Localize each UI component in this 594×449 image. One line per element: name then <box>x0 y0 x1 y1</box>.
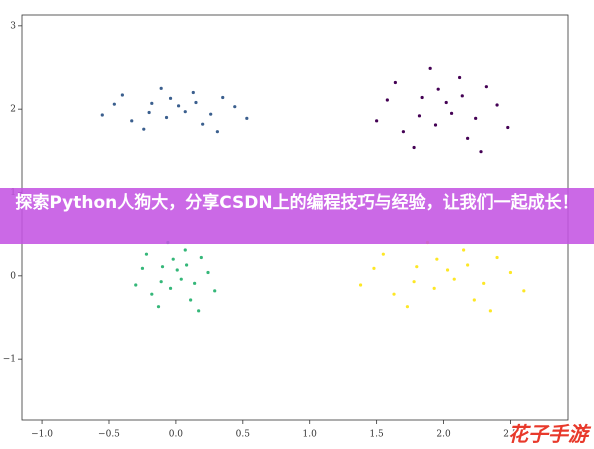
point <box>433 123 438 127</box>
point <box>175 268 179 272</box>
point <box>112 102 116 106</box>
point <box>160 265 165 269</box>
point <box>150 101 154 105</box>
point <box>197 309 201 313</box>
point <box>164 115 169 120</box>
point <box>462 248 466 252</box>
point <box>466 263 470 267</box>
point <box>221 95 225 100</box>
point <box>194 100 198 105</box>
point <box>100 113 104 117</box>
point <box>233 105 237 109</box>
point <box>506 125 510 130</box>
point <box>375 119 379 123</box>
x-tick-label: 0.5 <box>236 430 251 440</box>
point <box>168 286 173 290</box>
point <box>381 252 385 256</box>
point <box>191 90 195 95</box>
point <box>452 277 456 281</box>
point <box>482 281 486 285</box>
point <box>120 93 124 97</box>
point <box>245 116 249 120</box>
point <box>168 96 173 100</box>
point <box>405 305 410 309</box>
point <box>417 114 422 118</box>
point <box>385 98 389 102</box>
x-tick-label: 2.0 <box>436 430 451 440</box>
point <box>130 119 134 123</box>
point <box>159 280 163 284</box>
point <box>484 85 488 89</box>
point <box>495 255 499 260</box>
point <box>415 265 419 269</box>
point <box>185 263 189 267</box>
point <box>432 286 436 290</box>
y-tick-label: −1 <box>3 355 16 365</box>
y-tick-label: 0 <box>10 271 16 281</box>
point <box>144 252 149 256</box>
point <box>183 110 187 114</box>
point <box>428 66 432 70</box>
point <box>495 103 499 107</box>
point <box>183 248 187 252</box>
point <box>193 281 197 285</box>
point <box>213 289 217 293</box>
point <box>474 116 478 120</box>
point <box>358 283 363 287</box>
point <box>460 94 464 98</box>
point <box>435 257 439 261</box>
point <box>189 298 193 302</box>
point <box>156 305 161 309</box>
point <box>444 100 448 105</box>
point <box>420 95 424 100</box>
point <box>412 280 416 284</box>
point <box>522 289 526 293</box>
point <box>176 104 181 108</box>
point <box>466 136 470 140</box>
point <box>401 130 405 134</box>
point <box>150 292 154 296</box>
x-tick-label: −1.0 <box>31 430 53 440</box>
point <box>147 110 151 115</box>
point <box>445 268 450 272</box>
point <box>206 270 210 275</box>
point <box>449 111 454 115</box>
point <box>436 87 440 91</box>
x-tick-label: 1.5 <box>369 430 384 440</box>
point <box>179 277 183 281</box>
point <box>372 266 376 270</box>
point <box>458 75 462 80</box>
x-tick-label: 0.0 <box>169 430 184 440</box>
y-tick-label: 3 <box>10 21 16 31</box>
point <box>199 255 203 260</box>
point <box>140 266 145 270</box>
point <box>508 270 513 275</box>
point <box>201 122 205 126</box>
point <box>171 257 175 261</box>
point <box>159 86 163 90</box>
point <box>392 292 396 296</box>
point <box>134 283 138 287</box>
x-tick-label: 2.5 <box>503 430 518 440</box>
y-tick-label: 2 <box>10 105 16 115</box>
point <box>209 112 213 116</box>
point <box>142 127 146 131</box>
point <box>479 150 483 154</box>
point <box>393 80 397 85</box>
point <box>488 309 492 313</box>
point <box>215 130 219 134</box>
banner: 探索Python人狗大，分享CSDN上的编程技巧与经验，让我们一起成长！ <box>0 188 594 244</box>
x-tick-label: 1.0 <box>303 430 318 440</box>
point <box>472 298 476 302</box>
x-tick-label: −0.5 <box>98 430 120 440</box>
watermark: 花子手游 <box>508 422 588 446</box>
point <box>412 145 416 150</box>
